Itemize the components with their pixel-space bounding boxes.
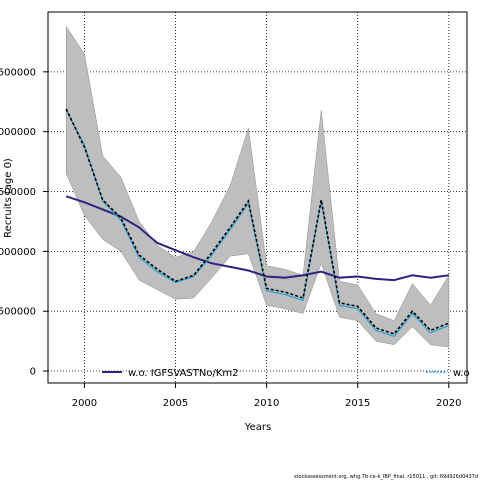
series-layer	[65, 108, 450, 338]
y-axis: 0 500000 000000 500000 000000 500000	[0, 67, 48, 378]
x-tick-label: 2000	[72, 398, 97, 409]
legend-label-2: w.o	[453, 368, 470, 379]
series-line-1	[65, 195, 449, 282]
x-axis-label: Years	[244, 422, 271, 433]
y-tick-label: 500000	[0, 187, 36, 198]
legend-label-1: w.o. IGFSVASTNo/Km2	[128, 368, 239, 379]
y-tick-label: 000000	[0, 247, 36, 258]
plot-frame	[47, 11, 468, 384]
series-line-2	[65, 108, 450, 335]
series-line-3	[65, 109, 450, 338]
y-tick-label: 500000	[0, 307, 36, 318]
x-tick-label: 2010	[254, 398, 279, 409]
confidence-band-layer	[65, 25, 450, 348]
x-axis: 2000 2005 2010 2015 2020	[72, 383, 462, 409]
y-axis-label: Recruits (age 0)	[3, 158, 14, 238]
confidence-band	[65, 25, 450, 348]
x-tick-label: 2020	[436, 398, 461, 409]
y-tick-label: 500000	[0, 67, 36, 78]
x-tick-label: 2015	[345, 398, 370, 409]
y-tick-label: 0	[30, 367, 36, 378]
y-tick-label: 000000	[0, 127, 36, 138]
footer-text: stockassessment.org, whg.7b-ce-k_IBP_fin…	[294, 474, 478, 480]
legend: w.o. IGFSVASTNo/Km2 w.o	[102, 368, 470, 379]
x-tick-label: 2005	[163, 398, 188, 409]
